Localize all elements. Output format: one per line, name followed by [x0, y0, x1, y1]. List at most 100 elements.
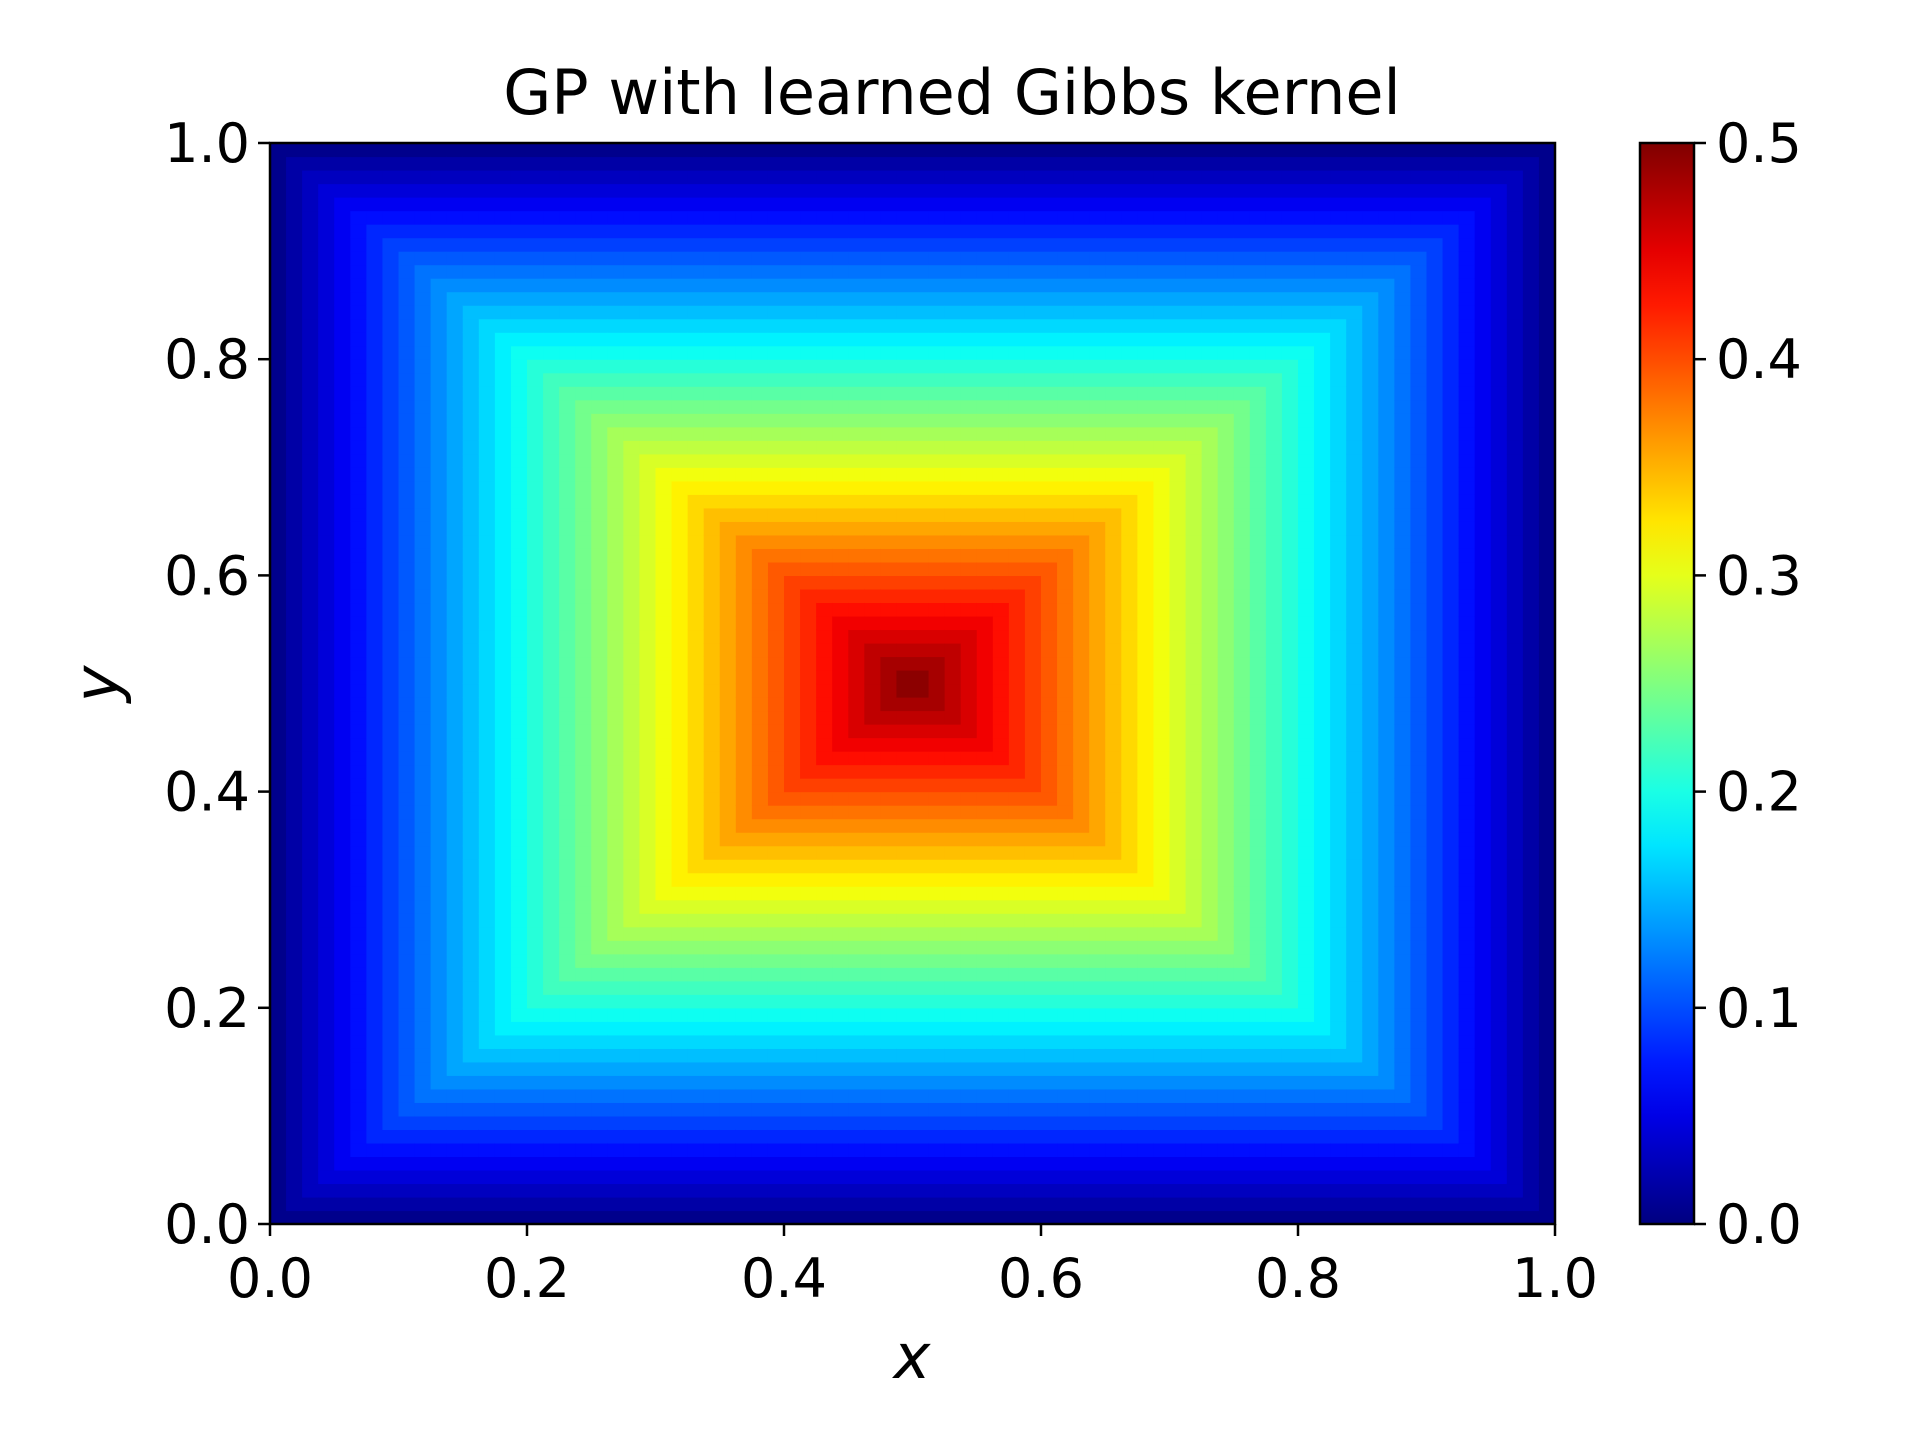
heatmap-cell: [286, 724, 303, 739]
heatmap-cell: [494, 224, 512, 239]
heatmap-cell: [1233, 507, 1251, 522]
heatmap-cell: [1217, 278, 1235, 293]
heatmap-cell: [414, 318, 432, 333]
heatmap-cell: [478, 453, 496, 468]
heatmap-cell: [1057, 291, 1074, 306]
heatmap-cell: [1201, 629, 1219, 644]
heatmap-cell: [928, 1075, 946, 1090]
heatmap-cell: [575, 588, 592, 604]
heatmap-cell: [527, 413, 544, 428]
heatmap-cell: [816, 845, 833, 860]
heatmap-cell: [784, 913, 801, 928]
heatmap-cell: [896, 399, 914, 414]
heatmap-cell: [1185, 467, 1203, 482]
heatmap-cell: [1201, 197, 1219, 212]
heatmap-cell: [623, 710, 641, 725]
heatmap-cell: [350, 1142, 367, 1158]
heatmap-cell: [494, 602, 512, 617]
heatmap-cell: [735, 426, 753, 441]
heatmap-cell: [639, 642, 657, 658]
heatmap-cell: [527, 467, 544, 482]
heatmap-cell: [832, 669, 849, 685]
heatmap-cell: [1024, 805, 1042, 820]
heatmap-cell: [527, 575, 544, 590]
heatmap-cell: [350, 656, 367, 671]
heatmap-cell: [623, 683, 641, 698]
heatmap-cell: [366, 197, 384, 212]
heatmap-cell: [800, 926, 817, 941]
heatmap-cell: [318, 1061, 335, 1076]
heatmap-cell: [478, 1196, 496, 1212]
heatmap-cell: [751, 764, 769, 779]
heatmap-cell: [1169, 683, 1187, 698]
heatmap-cell: [800, 359, 817, 374]
heatmap-cell: [527, 710, 544, 725]
heatmap-cell: [1249, 507, 1267, 522]
heatmap-cell: [318, 251, 335, 266]
heatmap-cell: [928, 588, 946, 604]
heatmap-cell: [992, 791, 1010, 806]
heatmap-cell: [382, 588, 400, 604]
heatmap-cell: [864, 751, 881, 766]
heatmap-cell: [928, 967, 946, 982]
heatmap-cell: [880, 332, 898, 347]
heatmap-cell: [976, 251, 994, 266]
heatmap-cell: [1185, 1102, 1203, 1117]
heatmap-cell: [1169, 224, 1187, 239]
heatmap-cell: [1008, 1061, 1026, 1076]
heatmap-cell: [735, 669, 753, 685]
heatmap-cell: [494, 778, 512, 793]
heatmap-cell: [366, 1021, 384, 1036]
heatmap-cell: [719, 588, 737, 604]
heatmap-cell: [719, 656, 737, 671]
heatmap-cell: [1169, 1196, 1187, 1212]
heatmap-cell: [639, 737, 657, 752]
heatmap-cell: [944, 1196, 962, 1212]
heatmap-cell: [1024, 372, 1042, 387]
heatmap-cell: [527, 278, 544, 293]
heatmap-cell: [623, 1210, 641, 1225]
heatmap-cell: [944, 413, 962, 428]
heatmap-cell: [1089, 913, 1106, 928]
heatmap-cell: [607, 210, 624, 225]
heatmap-cell: [864, 859, 881, 874]
heatmap-cell: [302, 859, 319, 874]
heatmap-cell: [751, 575, 769, 590]
heatmap-cell: [1073, 615, 1090, 631]
heatmap-cell: [848, 913, 865, 928]
heatmap-cell: [751, 1210, 769, 1225]
heatmap-cell: [639, 453, 657, 468]
heatmap-cell: [382, 994, 400, 1009]
heatmap-cell: [350, 615, 367, 631]
heatmap-cell: [1089, 453, 1106, 468]
heatmap-cell: [751, 642, 769, 658]
heatmap-cell: [912, 291, 930, 306]
heatmap-cell: [655, 386, 673, 401]
heatmap-cell: [430, 737, 448, 752]
heatmap-cell: [350, 453, 367, 468]
heatmap-cell: [832, 1007, 849, 1022]
heatmap-cell: [1137, 1156, 1155, 1171]
heatmap-cell: [527, 805, 544, 820]
heatmap-cell: [784, 1183, 801, 1198]
heatmap-cell: [1249, 494, 1267, 509]
heatmap-cell: [912, 534, 930, 549]
heatmap-cell: [767, 413, 785, 428]
heatmap-cell: [735, 967, 753, 982]
heatmap-cell: [1185, 778, 1203, 793]
heatmap-cell: [1153, 534, 1171, 549]
heatmap-cell: [1008, 751, 1026, 766]
heatmap-cell: [976, 751, 994, 766]
heatmap-cell: [510, 724, 528, 739]
heatmap-cell: [350, 1129, 367, 1144]
heatmap-cell: [1185, 751, 1203, 766]
heatmap-cell: [703, 372, 721, 387]
heatmap-cell: [1073, 751, 1090, 766]
heatmap-cell: [687, 629, 705, 644]
heatmap-cell: [960, 751, 978, 766]
heatmap-cell: [286, 332, 303, 347]
heatmap-cell: [1105, 480, 1122, 495]
heatmap-cell: [334, 264, 351, 279]
heatmap-cell: [655, 642, 673, 658]
heatmap-cell: [960, 683, 978, 698]
